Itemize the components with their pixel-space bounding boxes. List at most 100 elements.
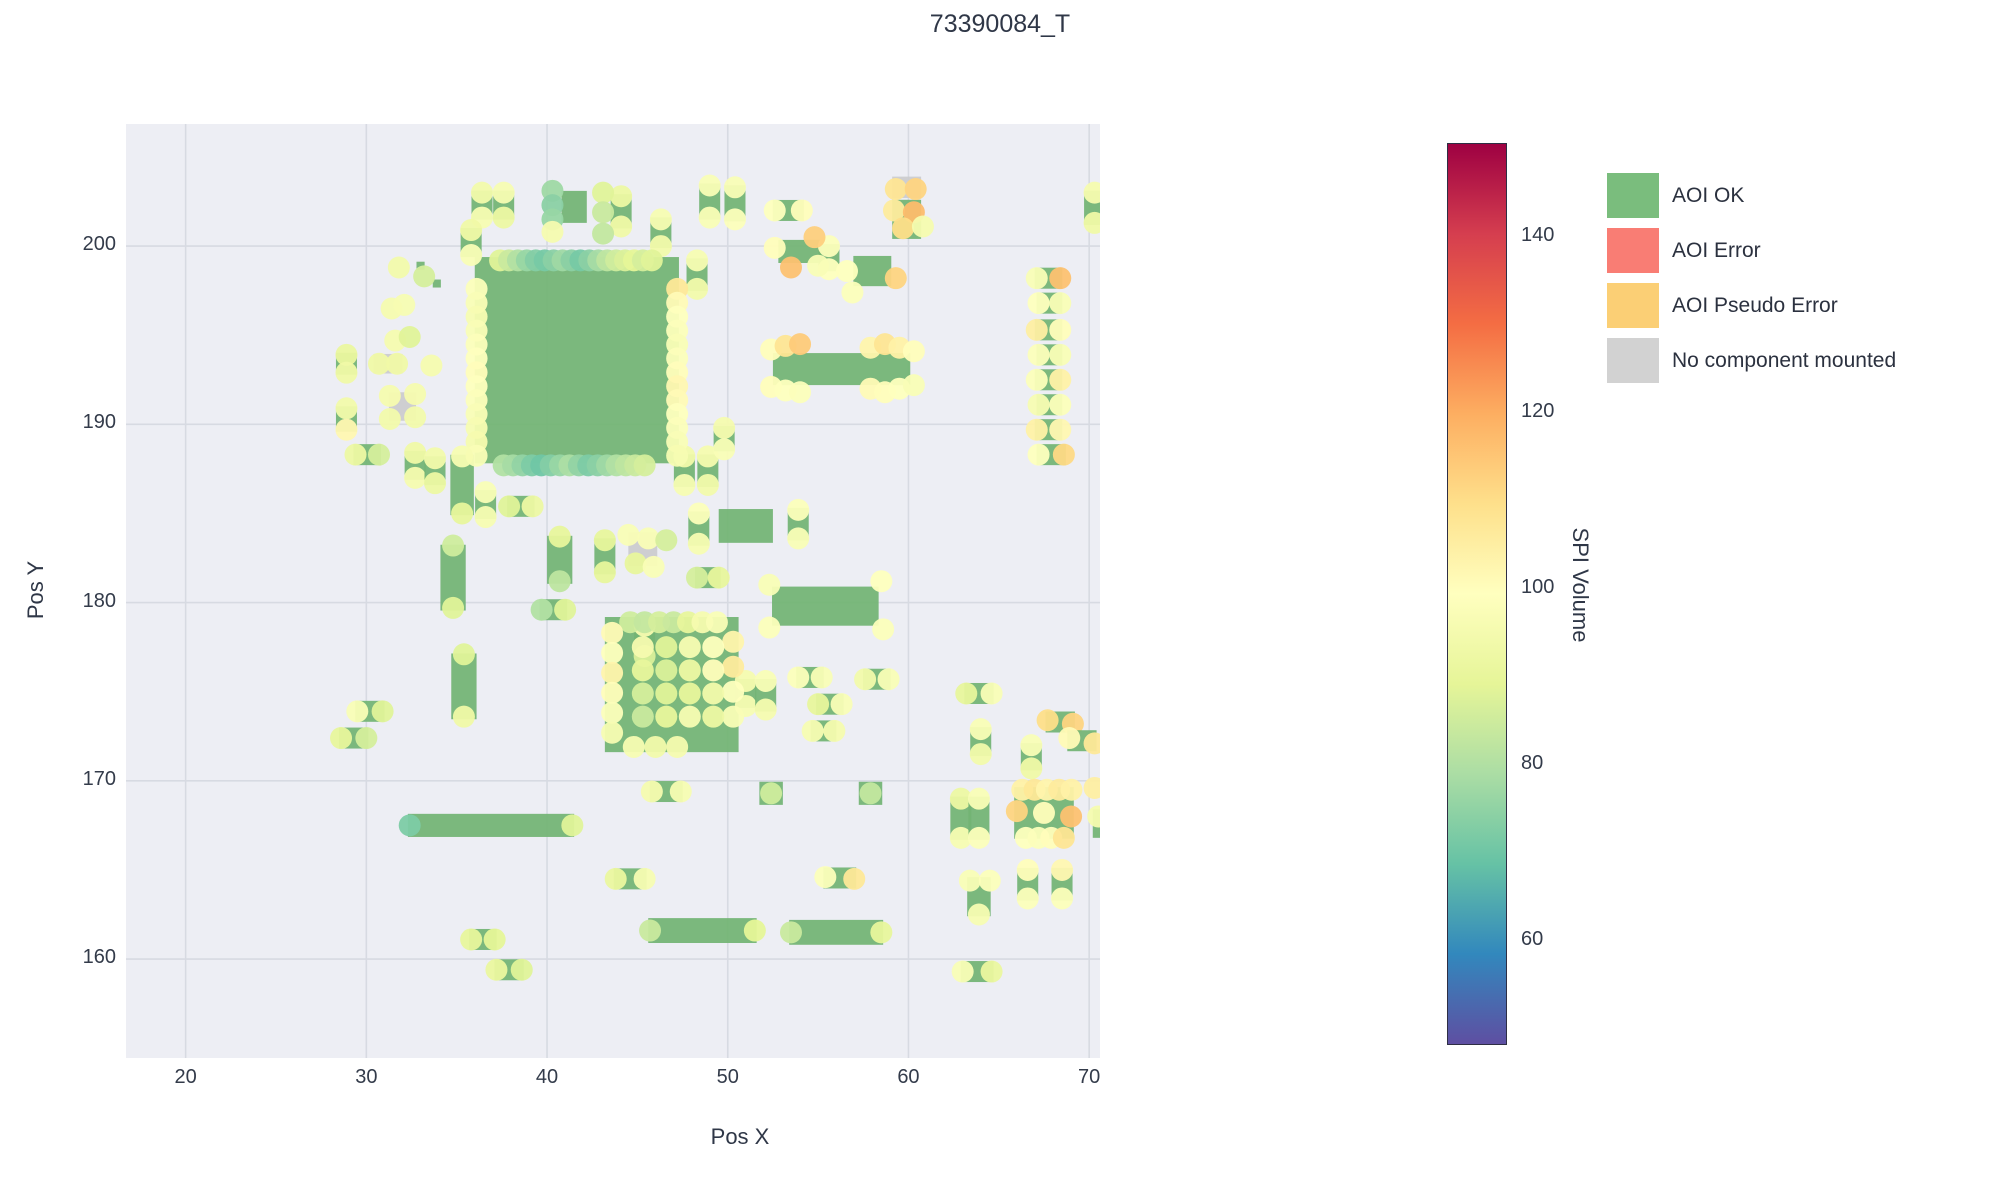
solder-pad xyxy=(1049,292,1072,315)
solder-pad xyxy=(884,267,907,290)
solder-pad xyxy=(870,570,893,593)
solder-pad xyxy=(902,340,925,363)
solder-pad xyxy=(702,705,725,728)
colorbar-tick-label: 60 xyxy=(1521,927,1544,950)
solder-pad xyxy=(743,919,766,942)
colorbar-tick-label: 80 xyxy=(1521,751,1544,774)
component-body xyxy=(772,353,911,386)
component-body xyxy=(853,255,892,287)
solder-pad xyxy=(789,381,812,404)
solder-pad xyxy=(541,220,564,243)
solder-pad xyxy=(1083,732,1100,755)
solder-pad xyxy=(346,700,369,723)
solder-pad xyxy=(687,502,710,525)
solder-pad xyxy=(859,782,882,805)
solder-pad xyxy=(530,598,553,621)
solder-pad xyxy=(561,814,584,837)
solder-pad xyxy=(1052,443,1075,466)
solder-pad xyxy=(911,215,934,238)
solder-pad xyxy=(702,659,725,682)
solder-pad xyxy=(633,454,656,477)
solder-pad xyxy=(413,265,436,288)
solder-pad xyxy=(1049,393,1072,416)
solder-pad xyxy=(713,416,736,439)
solder-pad xyxy=(592,222,615,245)
legend-item-no-component-mounted[interactable]: No component mounted xyxy=(1607,338,1896,383)
legend-item-aoi-ok[interactable]: AOI OK xyxy=(1607,173,1896,218)
solder-pad xyxy=(460,219,483,242)
solder-pad xyxy=(498,495,521,518)
solder-pad xyxy=(655,682,678,705)
solder-pad xyxy=(483,928,506,951)
solder-pad xyxy=(649,208,672,231)
solder-pad xyxy=(1051,858,1074,881)
component-body xyxy=(450,454,474,516)
solder-pad xyxy=(810,666,833,689)
solder-pad xyxy=(1020,757,1043,780)
solder-pad xyxy=(554,598,577,621)
plot-area[interactable] xyxy=(126,124,1100,1058)
solder-pad xyxy=(787,666,810,689)
solder-pad xyxy=(678,682,701,705)
solder-pad xyxy=(1083,181,1100,204)
solder-pad xyxy=(1049,267,1072,290)
solder-pad xyxy=(335,397,358,420)
solder-pad xyxy=(823,719,846,742)
solder-pad xyxy=(1016,887,1039,910)
solder-pad xyxy=(655,659,678,682)
solder-pad xyxy=(789,333,812,356)
y-tick-label: 190 xyxy=(82,411,116,434)
colorbar-label: SPI Volume xyxy=(1568,527,1593,643)
solder-pad xyxy=(722,680,745,703)
solder-pad xyxy=(955,682,978,705)
solder-pad xyxy=(492,206,515,229)
solder-pad xyxy=(1032,801,1055,824)
solder-pad xyxy=(424,447,447,470)
solder-pad xyxy=(902,374,925,397)
solder-pad xyxy=(492,181,515,204)
solder-pad xyxy=(1060,778,1083,801)
solder-pad xyxy=(367,352,390,375)
solder-pad xyxy=(1027,443,1050,466)
solder-pad xyxy=(980,960,1003,983)
solder-pad xyxy=(754,698,777,721)
y-tick-label: 170 xyxy=(82,767,116,790)
legend-item-aoi-error[interactable]: AOI Error xyxy=(1607,228,1896,273)
solder-pad xyxy=(601,661,624,684)
solder-pad xyxy=(723,176,746,199)
solder-pad xyxy=(452,705,475,728)
solder-pad xyxy=(451,502,474,525)
solder-pad xyxy=(404,441,427,464)
solder-pad xyxy=(843,867,866,890)
solder-pad xyxy=(760,782,783,805)
solder-pad xyxy=(485,958,508,981)
solder-pad xyxy=(678,636,701,659)
solder-pad xyxy=(631,659,654,682)
solder-pad xyxy=(1052,826,1075,849)
component-body xyxy=(432,279,441,288)
solder-pad xyxy=(548,570,571,593)
solder-pad xyxy=(967,903,990,926)
solder-pad xyxy=(807,693,830,716)
solder-pad xyxy=(1027,292,1050,315)
solder-pad xyxy=(763,199,786,222)
legend-swatch xyxy=(1607,338,1659,383)
legend-swatch xyxy=(1607,173,1659,218)
solder-pad xyxy=(610,185,633,208)
legend-item-aoi-pseudo-error[interactable]: AOI Pseudo Error xyxy=(1607,283,1896,328)
solder-pad xyxy=(601,701,624,724)
component-body xyxy=(407,813,575,837)
x-tick-label: 70 xyxy=(1078,1066,1101,1088)
solder-pad xyxy=(698,174,721,197)
solder-pad xyxy=(814,866,837,889)
solder-pad xyxy=(854,668,877,691)
solder-pad xyxy=(1020,734,1043,757)
solder-pad xyxy=(642,555,665,578)
solder-pad xyxy=(644,735,667,758)
x-tick-label: 50 xyxy=(716,1066,739,1088)
solder-pad xyxy=(592,181,615,204)
solder-pad xyxy=(1025,318,1048,341)
solder-pad xyxy=(949,787,972,810)
solder-pad xyxy=(601,621,624,644)
solder-pad xyxy=(592,201,615,224)
